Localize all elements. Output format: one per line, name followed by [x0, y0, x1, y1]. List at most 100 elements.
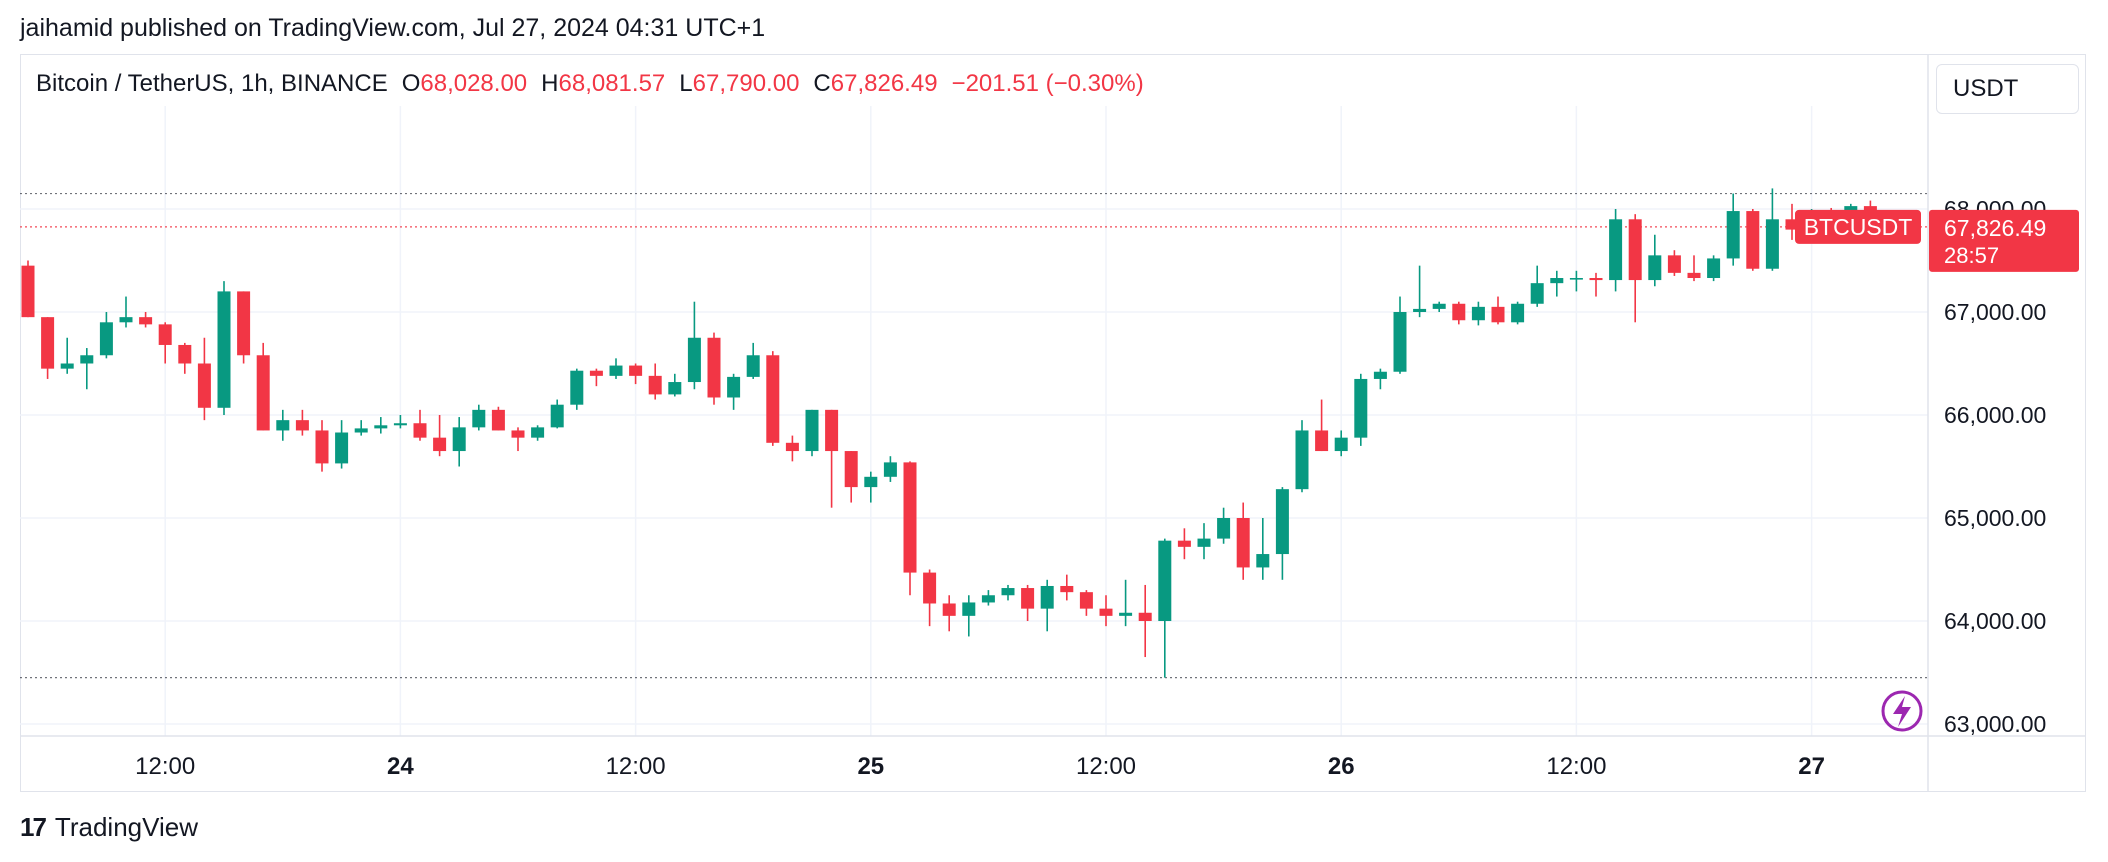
candle — [746, 342, 760, 379]
candle-body — [1648, 255, 1662, 281]
candle-body — [1550, 278, 1564, 284]
candle-body — [1667, 255, 1681, 273]
candle — [139, 312, 153, 328]
candle — [217, 281, 231, 415]
candle — [1687, 255, 1701, 282]
candle — [1609, 209, 1623, 292]
candle-body — [99, 322, 113, 356]
candle — [1511, 301, 1525, 325]
candle — [707, 332, 721, 405]
candle-body — [1746, 211, 1760, 269]
candle-body — [393, 423, 407, 426]
candle — [158, 322, 172, 364]
candle-body — [864, 476, 878, 488]
candle — [981, 590, 995, 606]
candle — [1295, 420, 1309, 493]
candle-body — [1726, 211, 1740, 259]
candle — [1079, 590, 1093, 616]
candle-body — [237, 291, 251, 356]
candle-body — [1471, 306, 1485, 321]
candle-body — [452, 427, 466, 452]
candle-body — [1060, 585, 1074, 593]
candle — [1530, 265, 1544, 307]
candle — [1334, 430, 1348, 457]
candle — [1628, 214, 1642, 323]
candle-body — [1315, 430, 1329, 452]
candle-body — [1197, 538, 1211, 547]
candle-body — [746, 355, 760, 377]
candle-body — [1785, 219, 1799, 230]
currency-button[interactable]: USDT — [1936, 64, 2079, 114]
candle — [178, 342, 192, 374]
candle — [1354, 373, 1368, 446]
candle-body — [825, 409, 839, 452]
candle — [491, 406, 505, 431]
candle — [1648, 234, 1662, 287]
candle — [825, 409, 839, 508]
candle-body — [354, 428, 368, 433]
symbol-title[interactable]: Bitcoin / TetherUS, 1h, BINANCE — [36, 70, 388, 97]
low-value: 67,790.00 — [692, 70, 800, 97]
candle-body — [766, 355, 780, 443]
candle-body — [1491, 306, 1505, 323]
x-tick-label: 12:00 — [1076, 753, 1136, 780]
y-tick-label: 65,000.00 — [1944, 505, 2046, 531]
candle — [1119, 579, 1133, 627]
candle-body — [629, 365, 643, 376]
price-tag-box — [1929, 209, 2079, 272]
candle-body — [1256, 554, 1270, 568]
x-tick-label: 24 — [387, 753, 414, 780]
candle — [41, 317, 55, 379]
candle-body — [1511, 303, 1525, 323]
candle-body — [550, 404, 564, 428]
candle — [1765, 188, 1779, 271]
candle-body — [1099, 608, 1113, 616]
candle — [1452, 301, 1466, 325]
candle-body — [1138, 612, 1152, 621]
candle — [1569, 270, 1583, 292]
candle-body — [413, 423, 427, 438]
candle-body — [1707, 258, 1721, 279]
candle — [237, 291, 251, 364]
countdown-value: 28:57 — [1944, 243, 1999, 268]
candle — [1158, 538, 1172, 678]
candle — [1707, 255, 1721, 282]
price-tag-value: 67,826.49 — [1944, 215, 2046, 241]
candle — [60, 337, 74, 374]
candle — [668, 373, 682, 397]
candle — [1099, 595, 1113, 627]
candle — [1491, 296, 1505, 325]
y-tick-label: 66,000.00 — [1944, 402, 2046, 428]
candle — [531, 425, 545, 441]
candle-body — [1295, 430, 1309, 490]
candle-body — [178, 344, 192, 364]
tradingview-mark-icon: 17 — [20, 812, 47, 842]
candle-body — [648, 375, 662, 395]
candle — [1217, 507, 1231, 544]
candle-body — [1609, 219, 1623, 281]
candle — [727, 373, 741, 410]
candle-body — [374, 425, 388, 429]
candle — [452, 417, 466, 467]
candle-body — [315, 430, 329, 464]
close-value: 67,826.49 — [830, 70, 938, 97]
tradingview-logo[interactable]: 17 TradingView — [20, 812, 198, 843]
open-value: 68,028.00 — [420, 70, 528, 97]
x-tick-label: 12:00 — [135, 753, 195, 780]
candle — [766, 351, 780, 446]
candle-body — [923, 572, 937, 604]
candle-body — [1354, 378, 1368, 438]
candle — [1432, 301, 1446, 312]
candle-body — [335, 432, 349, 464]
candle-body — [1765, 219, 1779, 269]
candle — [1746, 209, 1760, 271]
x-tick-label: 12:00 — [606, 753, 666, 780]
candle-body — [1119, 612, 1133, 616]
candle — [433, 415, 447, 457]
candle-body — [1687, 272, 1701, 279]
candle-body — [609, 365, 623, 376]
candle-body — [197, 363, 211, 408]
symbol-tag-box — [1795, 209, 1921, 244]
lightning-icon[interactable] — [1881, 690, 1923, 732]
